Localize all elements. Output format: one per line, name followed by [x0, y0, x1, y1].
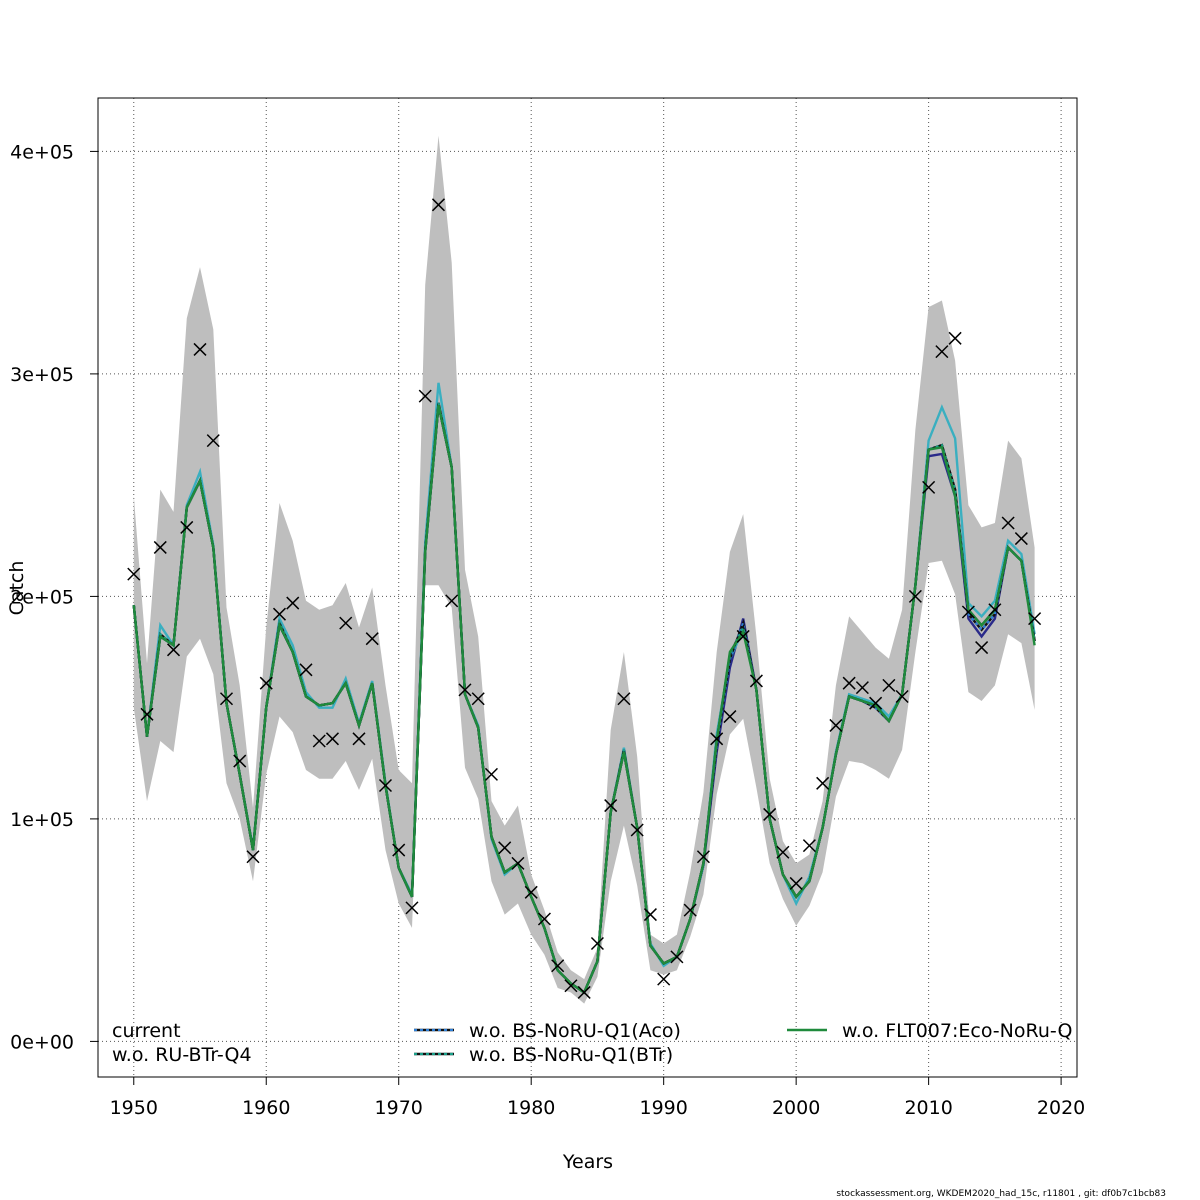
- observed-catch-marker-1999: [776, 845, 790, 859]
- observed-catch-marker-1952: [153, 540, 167, 554]
- observed-catch-marker-2011: [935, 345, 949, 359]
- observed-catch-marker-2009: [908, 589, 922, 603]
- x-tick-label-2010: 2010: [904, 1097, 952, 1119]
- observed-catch-marker-1990: [657, 972, 671, 986]
- observed-catch-marker-2008: [895, 689, 909, 704]
- observed-catch-marker-1991: [670, 950, 684, 964]
- observed-catch-marker-1969: [378, 778, 393, 793]
- observed-catch-marker-1951: [140, 707, 154, 721]
- observed-catch-marker-1983: [564, 979, 578, 993]
- observed-catch-marker-1995: [723, 710, 737, 724]
- observed-catch-marker-1968: [365, 632, 379, 646]
- legend-label-3: w.o. BS-NoRu-Q1(BTr): [469, 1044, 673, 1066]
- observed-catch-marker-1975: [458, 683, 472, 697]
- observed-catch-marker-1997: [749, 674, 763, 688]
- observed-catch-marker-1982: [551, 959, 565, 973]
- observed-catch-marker-1953: [166, 643, 181, 657]
- observed-catch-marker-1950: [127, 567, 141, 581]
- x-tick-label-2000: 2000: [772, 1097, 820, 1119]
- observed-catch-marker-2001: [802, 839, 816, 853]
- observed-catch-marker-2006: [869, 696, 883, 710]
- observed-catch-marker-2013: [961, 605, 975, 619]
- observed-catch-marker-1961: [272, 607, 287, 621]
- observed-catch-marker-2000: [789, 876, 803, 890]
- observed-catch-marker-1987: [617, 692, 631, 706]
- observed-catch-marker-1955: [193, 342, 207, 356]
- observed-catch-marker-1986: [604, 799, 618, 813]
- x-axis-title: Years: [562, 1151, 613, 1173]
- observed-catch-marker-2014: [975, 641, 989, 655]
- observed-catch-marker-1966: [339, 616, 353, 630]
- observed-catch-marker-1972: [418, 389, 432, 403]
- plot-frame: [97, 97, 1078, 1078]
- footnote: stockassessment.org, WKDEM2020_had_15c, …: [836, 1189, 1166, 1199]
- observed-catch-marker-1976: [471, 692, 485, 706]
- observed-catch-marker-1957: [219, 692, 234, 706]
- observed-catch-marker-2015: [988, 603, 1002, 617]
- observed-catch-marker-1956: [206, 434, 220, 448]
- observed-catch-marker-1980: [524, 885, 538, 899]
- observed-catch-marker-1973: [431, 198, 445, 212]
- observed-catch-marker-2012: [948, 331, 962, 345]
- observed-catch-marker-1985: [590, 936, 604, 951]
- observed-catch-marker-1954: [180, 520, 194, 534]
- observed-catch-marker-2004: [842, 676, 856, 690]
- x-tick-label-1980: 1980: [507, 1097, 555, 1119]
- y-axis: 0e+00 1e+05 2e+05 3e+05 4e+05: [10, 141, 98, 1053]
- observed-catch-marker-1959: [246, 850, 260, 864]
- x-axis: 1950 1960 1970 1980 1990 2000 2010 2020: [110, 1077, 1085, 1119]
- y-tick-label-300000: 3e+05: [10, 364, 74, 386]
- observed-catch-marker-1965: [325, 732, 340, 746]
- x-tick-label-1960: 1960: [242, 1097, 290, 1119]
- observed-catch-marker-2003: [829, 718, 843, 732]
- observed-catch-marker-1988: [630, 823, 644, 837]
- y-tick-label-200000: 2e+05: [10, 586, 74, 608]
- observed-catch-marker-2002: [816, 776, 830, 790]
- observed-catch-marker-2018: [1028, 612, 1042, 626]
- observed-catch-marker-1996: [736, 629, 750, 643]
- legend-label-2: w.o. BS-NoRU-Q1(Aco): [469, 1020, 681, 1042]
- legend-label-1: w.o. RU-BTr-Q4: [112, 1044, 252, 1066]
- observed-catch-marker-1964: [312, 734, 326, 748]
- observed-catch-marker-1978: [498, 841, 512, 855]
- y-axis-title: Catch: [6, 561, 28, 616]
- observed-catch-marker-1992: [683, 903, 697, 917]
- observed-catch-marker-1970: [392, 843, 406, 857]
- observed-catch-marker-2005: [855, 681, 869, 695]
- observed-catch-marker-1993: [696, 850, 710, 864]
- y-tick-label-400000: 4e+05: [10, 141, 74, 163]
- legend-label-0: current: [112, 1020, 181, 1042]
- observed-catch-marker-1958: [233, 754, 247, 768]
- observed-catch-marker-1998: [763, 807, 777, 821]
- x-tick-label-1990: 1990: [639, 1097, 687, 1119]
- observed-catch-marker-1977: [484, 767, 498, 781]
- confidence-band-layer: [133, 135, 1035, 1004]
- x-tick-label-1970: 1970: [375, 1097, 423, 1119]
- observed-catch-marker-2016: [1001, 516, 1015, 530]
- y-tick-label-0: 0e+00: [10, 1031, 74, 1053]
- observed-catch-marker-1984: [577, 985, 591, 999]
- observed-catch-markers: [127, 198, 1042, 999]
- confidence-band: [133, 135, 1035, 1004]
- observed-catch-marker-1960: [259, 676, 273, 690]
- x-tick-label-2020: 2020: [1037, 1097, 1085, 1119]
- observed-catch-marker-1962: [286, 596, 300, 610]
- y-tick-label-100000: 1e+05: [10, 809, 74, 831]
- observed-catch-marker-1971: [405, 901, 419, 915]
- observed-catch-marker-1989: [643, 908, 657, 922]
- observed-catch-marker-1963: [299, 663, 313, 677]
- observed-catch-marker-2017: [1014, 532, 1028, 546]
- observed-catch-marker-1994: [710, 732, 724, 746]
- observed-catch-marker-2007: [882, 678, 896, 692]
- observed-catch-marker-2010: [922, 480, 936, 494]
- observed-catch-marker-1979: [511, 856, 525, 870]
- observed-catch-marker-1967: [352, 732, 366, 746]
- observed-catch-marker-1974: [445, 594, 459, 608]
- x-tick-label-1950: 1950: [110, 1097, 158, 1119]
- legend-label-4: w.o. FLT007:Eco-NoRu-Q: [842, 1020, 1072, 1042]
- observed-catch-marker-1981: [537, 912, 551, 926]
